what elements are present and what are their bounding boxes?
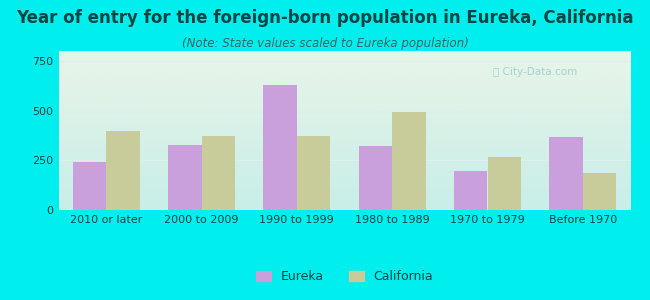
Bar [392, 112, 426, 210]
Bar [297, 136, 330, 210]
Text: Year of entry for the foreign-born population in Eureka, California: Year of entry for the foreign-born popul… [16, 9, 634, 27]
Bar [168, 146, 202, 210]
Legend: Eureka, California: Eureka, California [255, 270, 434, 283]
Text: (Note: State values scaled to Eureka population): (Note: State values scaled to Eureka pop… [181, 38, 469, 50]
Text: ⓘ City-Data.com: ⓘ City-Data.com [493, 67, 577, 77]
Bar [488, 157, 521, 210]
Bar [454, 171, 488, 210]
Bar [583, 173, 616, 210]
Bar [202, 136, 235, 210]
Bar [359, 146, 392, 210]
Bar [549, 137, 583, 210]
Bar [106, 130, 140, 210]
Bar [73, 162, 106, 210]
Bar [263, 85, 297, 210]
